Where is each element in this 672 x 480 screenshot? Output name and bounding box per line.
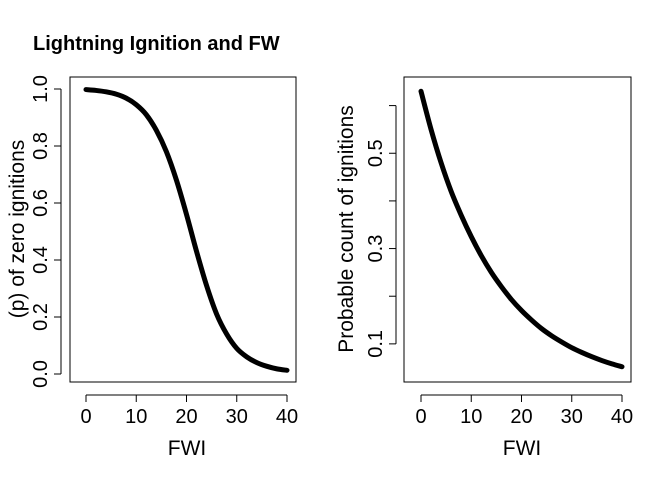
y-tick-label: 0.0 [30, 360, 52, 388]
x-tick-label: 40 [276, 406, 298, 428]
x-tick-label: 40 [611, 406, 633, 428]
x-tick-label: 0 [80, 406, 91, 428]
x-tick-label: 0 [415, 406, 426, 428]
x-tick-label: 20 [510, 406, 532, 428]
left-panel: 0 10 20 30 40 0.0 0.2 0.4 0.6 0.8 1.0 FWI (p) of … [6, 75, 298, 460]
right-x-axis-title: FWI [503, 437, 541, 460]
left-y-axis: 0.0 0.2 0.4 0.6 0.8 1.0 [30, 75, 62, 388]
y-tick-label: 0.2 [30, 303, 52, 331]
left-plot-frame [69, 76, 297, 383]
y-tick-label: 0.3 [365, 235, 387, 263]
right-series-line [418, 88, 625, 370]
y-tick-label: 1.0 [30, 75, 52, 103]
chart-title: Lightning Ignition and FW [33, 33, 280, 55]
x-tick-label: 30 [561, 406, 583, 428]
left-x-axis-title: FWI [168, 437, 206, 460]
y-tick-label: 0.6 [30, 189, 52, 217]
x-tick-label: 10 [460, 406, 482, 428]
x-tick-label: 30 [226, 406, 248, 428]
y-tick-label: 0.1 [365, 330, 387, 358]
left-y-axis-title: (p) of zero ignitions [6, 140, 29, 319]
y-tick-label: 0.8 [30, 132, 52, 160]
right-y-axis-title: Probable count of ignitions [335, 105, 358, 353]
right-panel: 0 10 20 30 40 0.1 0.3 0.5 FWI Probable count o… [335, 76, 633, 460]
right-plot-frame [403, 76, 632, 383]
left-series-line [83, 87, 290, 373]
y-tick-label: 0.5 [365, 139, 387, 167]
x-tick-label: 10 [125, 406, 147, 428]
right-y-axis: 0.1 0.3 0.5 [365, 105, 397, 358]
y-tick-label: 0.4 [30, 246, 52, 274]
right-x-axis: 0 10 20 30 40 [415, 394, 633, 428]
x-tick-label: 20 [175, 406, 197, 428]
left-x-axis: 0 10 20 30 40 [80, 394, 298, 428]
